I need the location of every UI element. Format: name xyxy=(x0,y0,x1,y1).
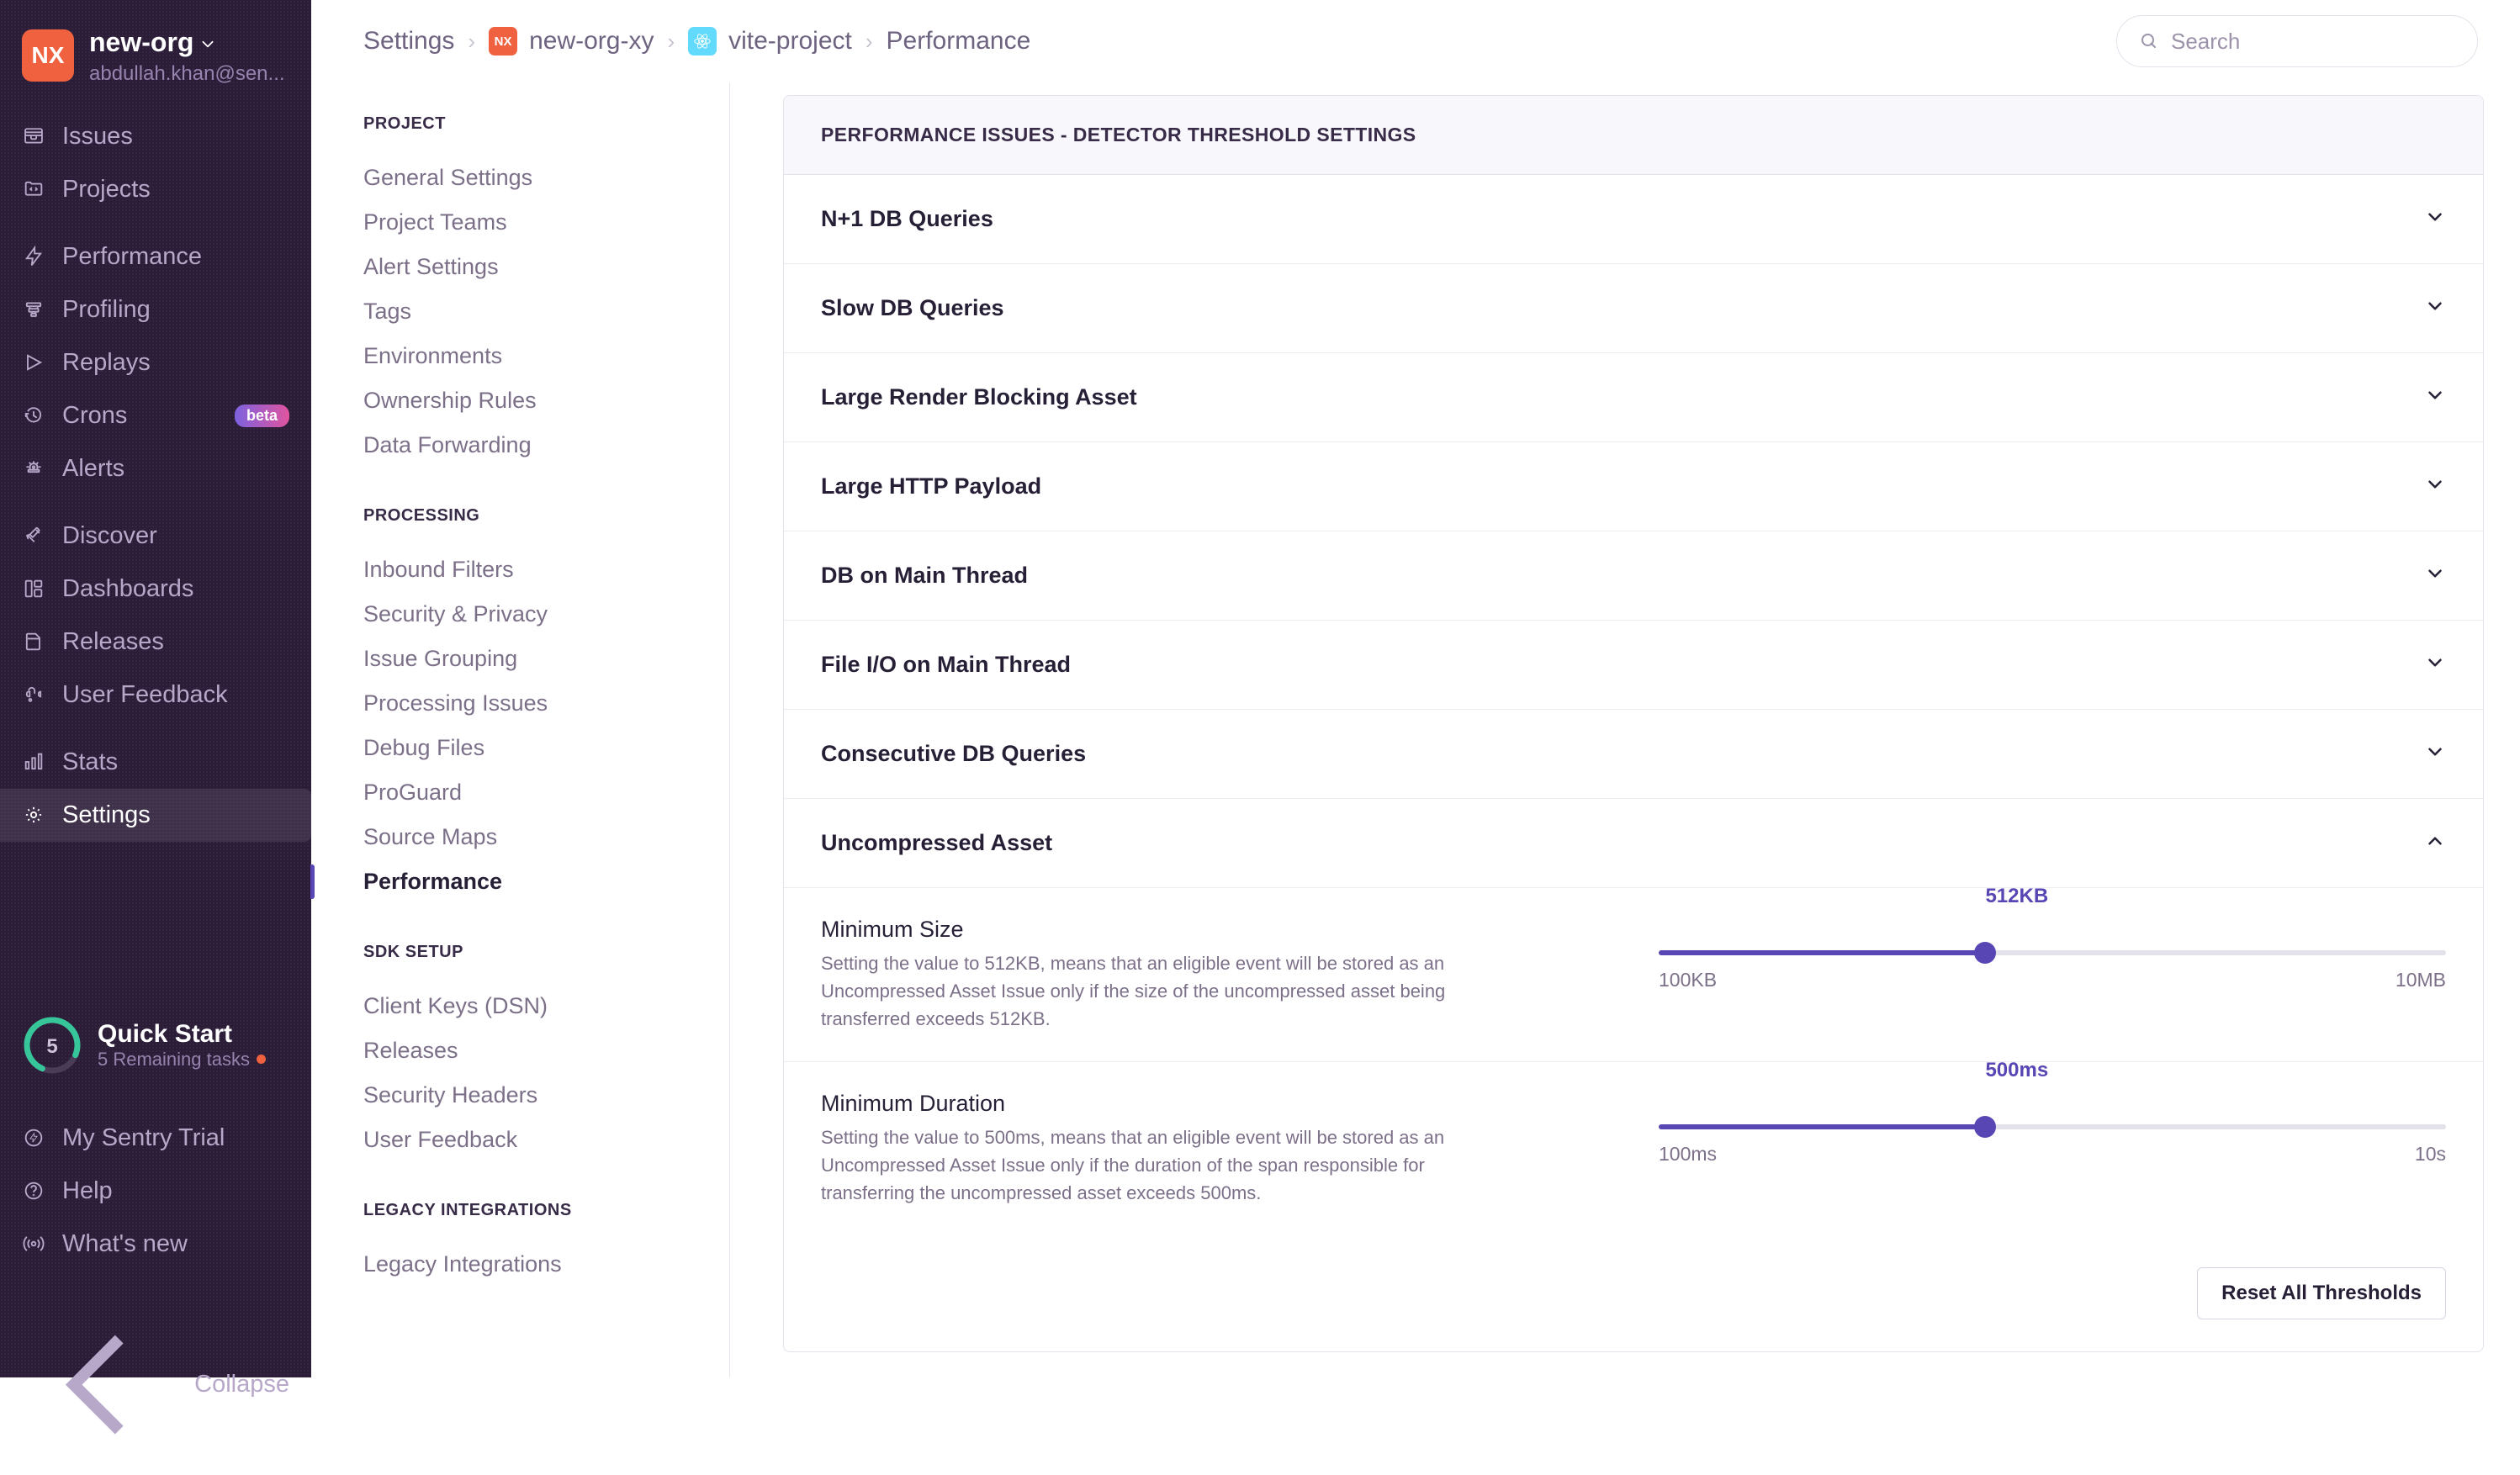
svg-text:5: 5 xyxy=(46,1035,57,1058)
